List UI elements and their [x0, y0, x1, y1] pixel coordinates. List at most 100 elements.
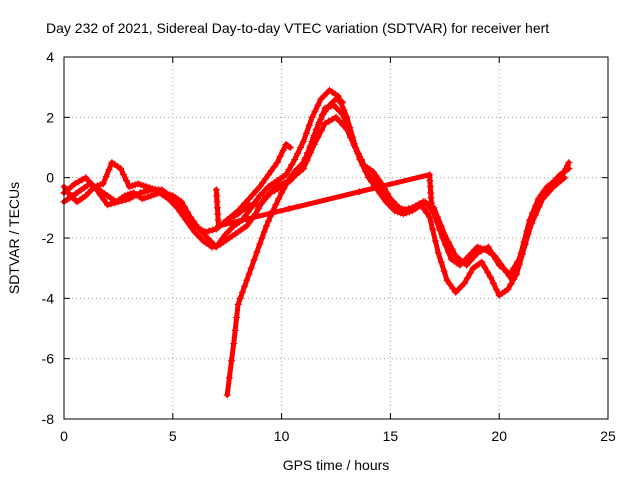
data-point — [82, 192, 90, 200]
data-point — [144, 193, 152, 201]
data-point — [355, 188, 363, 196]
data-point — [82, 174, 90, 182]
data-point — [405, 205, 412, 213]
data-point — [452, 252, 460, 260]
data-point — [243, 276, 251, 284]
data-point — [504, 285, 512, 293]
data-point — [465, 252, 473, 260]
data-point — [492, 255, 500, 263]
data-point — [320, 92, 328, 100]
data-point — [350, 142, 358, 149]
data-point — [178, 198, 185, 206]
data-point — [513, 258, 521, 266]
data-point — [221, 231, 229, 239]
data-point — [85, 178, 93, 186]
data-point — [446, 280, 454, 288]
data-point — [473, 243, 481, 251]
data-point — [481, 245, 489, 253]
data-point — [499, 264, 507, 272]
data-point — [302, 154, 309, 162]
data-point — [278, 189, 286, 197]
data-point — [437, 258, 445, 266]
data-point — [273, 159, 281, 167]
data-point — [270, 163, 278, 171]
data-point — [260, 228, 268, 236]
data-point — [368, 175, 376, 183]
data-point — [125, 183, 133, 191]
data-point — [328, 115, 336, 123]
data-point — [365, 171, 373, 179]
x-tick-label: 15 — [383, 428, 399, 444]
data-point — [212, 186, 220, 194]
data-point — [122, 177, 130, 185]
data-point — [225, 374, 233, 382]
y-tick-label: -4 — [42, 290, 55, 306]
data-point — [343, 125, 351, 133]
data-point — [183, 212, 191, 220]
data-point — [243, 222, 251, 230]
x-tick-label: 20 — [491, 428, 507, 444]
data-point — [492, 285, 500, 293]
y-axis-label: SDTVAR / TECUs — [6, 182, 22, 294]
data-point — [513, 270, 521, 278]
y-tick-label: 0 — [46, 170, 54, 186]
data-point — [267, 189, 275, 197]
data-point — [267, 167, 275, 175]
data-point — [252, 187, 260, 195]
series-rising-arc-d — [223, 95, 346, 399]
data-plot-area — [60, 86, 573, 399]
data-point — [253, 196, 261, 204]
data-point — [147, 192, 155, 200]
data-point — [122, 196, 130, 204]
data-point — [282, 181, 290, 189]
data-point — [489, 279, 497, 287]
data-point — [321, 119, 329, 127]
data-point — [394, 205, 402, 213]
data-point — [297, 144, 304, 151]
data-point — [426, 213, 434, 221]
data-point — [426, 171, 434, 179]
data-point — [317, 95, 325, 103]
data-point — [495, 261, 503, 269]
data-point — [201, 228, 209, 236]
data-point — [524, 230, 532, 238]
data-point — [333, 104, 341, 112]
data-point — [78, 176, 86, 184]
data-point — [244, 208, 252, 216]
data-point — [323, 89, 331, 97]
data-point — [440, 267, 448, 275]
data-point — [361, 164, 369, 172]
data-point — [311, 107, 319, 115]
data-point — [215, 222, 222, 230]
data-point — [444, 238, 452, 246]
series-spike-markers-f — [212, 171, 436, 230]
data-point — [532, 211, 539, 219]
data-point — [111, 199, 119, 207]
data-point — [357, 157, 365, 165]
data-point — [473, 249, 481, 257]
data-point — [279, 147, 287, 154]
data-point — [441, 231, 449, 239]
data-point — [224, 228, 232, 236]
data-point — [104, 201, 111, 209]
data-point — [286, 144, 294, 151]
data-point — [194, 231, 201, 239]
data-point — [228, 357, 236, 365]
data-point — [136, 189, 144, 197]
data-point — [117, 165, 125, 173]
data-point — [455, 255, 463, 263]
data-point — [194, 224, 202, 232]
data-point — [272, 201, 280, 209]
data-point — [336, 117, 344, 125]
data-point — [256, 183, 264, 191]
data-point — [420, 205, 428, 213]
data-point — [460, 279, 468, 287]
data-point — [238, 288, 246, 296]
data-point — [546, 187, 554, 195]
data-point — [336, 107, 344, 115]
data-point — [285, 143, 293, 150]
data-point — [105, 166, 113, 174]
data-point — [478, 258, 486, 266]
y-tick-label: -2 — [42, 230, 55, 246]
